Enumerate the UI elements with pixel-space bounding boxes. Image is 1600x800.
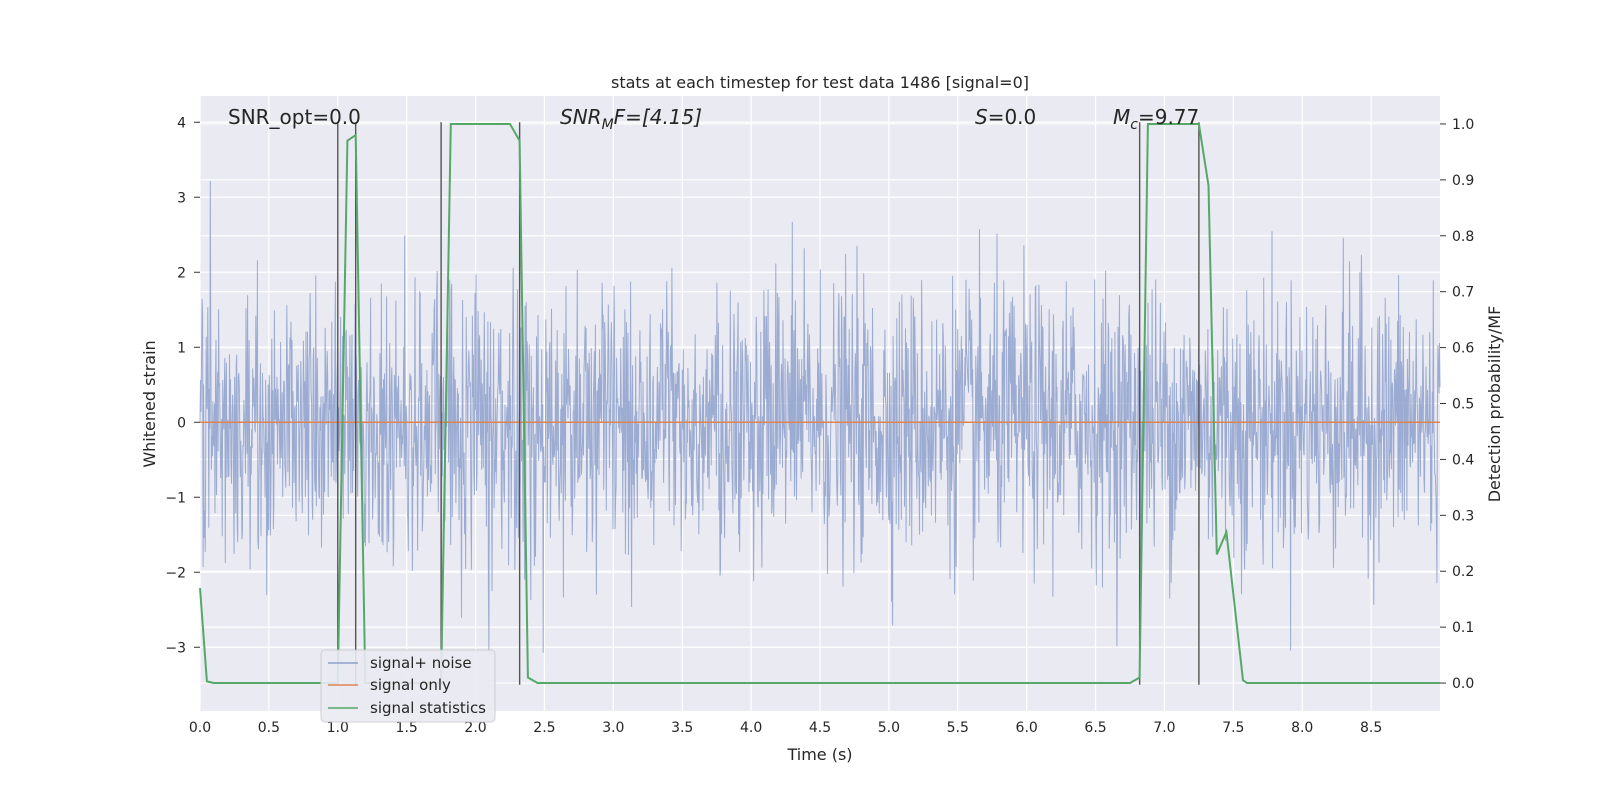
annotation-s: S=0.0 — [975, 105, 1036, 129]
signal-noise-line — [199, 180, 1441, 653]
x-tick-label: 8.0 — [1291, 720, 1313, 736]
y2-tick-label: 0.4 — [1452, 452, 1474, 468]
y-tick-label: 3 — [177, 190, 186, 206]
annotation-snr-opt: SNR_opt=0.0 — [228, 105, 361, 129]
annotation-mc: Mc=9.77 — [1113, 105, 1199, 133]
y-tick-label: 4 — [177, 115, 186, 131]
x-tick-label: 5.0 — [878, 720, 900, 736]
x-tick-label: 6.0 — [1016, 720, 1038, 736]
x-tick-label: 4.0 — [740, 720, 762, 736]
x-axis-label: Time (s) — [786, 745, 852, 764]
y2-tick-label: 0.7 — [1452, 285, 1474, 301]
x-tick-label: 5.5 — [947, 720, 969, 736]
x-tick-label: 7.0 — [1153, 720, 1175, 736]
x-tick-label: 8.5 — [1360, 720, 1382, 736]
y-tick-label: −1 — [165, 490, 186, 506]
x-tick-label: 1.0 — [327, 720, 349, 736]
y2-tick-label: 1.0 — [1452, 117, 1474, 133]
y2-tick-label: 0.8 — [1452, 229, 1474, 245]
x-tick-label: 2.5 — [533, 720, 555, 736]
y2-tick-labels: 1.0 0.9 0.8 0.7 0.6 0.5 0.4 0.3 0.2 0.1 0.0 — [1440, 117, 1474, 692]
y2-axis-label: Detection probability/MF — [1485, 306, 1504, 503]
x-tick-label: 0.0 — [189, 720, 211, 736]
y2-tick-label: 0.3 — [1452, 508, 1474, 524]
x-tick-label: 2.0 — [464, 720, 486, 736]
x-tick-label: 6.5 — [1084, 720, 1106, 736]
y2-tick-label: 0.9 — [1452, 173, 1474, 189]
x-tick-labels: 0.0 0.5 1.0 1.5 2.0 2.5 3.0 3.5 4.0 4.5 5.0 5.5 6.0 6… — [189, 720, 1382, 736]
signal-noise-series — [199, 180, 1441, 653]
y2-tick-label: 0.1 — [1452, 620, 1474, 636]
y-tick-label: 1 — [177, 340, 186, 356]
legend: signal+ noise signal only signal statist… — [320, 649, 496, 723]
legend-label-noise: signal+ noise — [370, 654, 472, 672]
y-tick-label: −3 — [165, 640, 186, 656]
x-tick-label: 7.5 — [1222, 720, 1244, 736]
signal-statistics-series — [199, 123, 1440, 684]
vertical-lines — [337, 122, 1200, 685]
chart-title: stats at each timestep for test data 148… — [611, 73, 1029, 92]
legend-label-statistics: signal statistics — [370, 699, 486, 717]
y2-tick-label: 0.0 — [1452, 676, 1474, 692]
y2-tick-label: 0.2 — [1452, 564, 1474, 580]
annotation-snr-mf: SNRMF=[4.15] — [560, 105, 702, 133]
y-tick-labels: 4 3 2 1 0 −1 −2 −3 — [165, 115, 200, 656]
x-tick-label: 3.0 — [602, 720, 624, 736]
x-tick-label: 0.5 — [258, 720, 280, 736]
x-tick-label: 3.5 — [671, 720, 693, 736]
y-tick-label: 2 — [177, 265, 186, 281]
x-tick-label: 1.5 — [396, 720, 418, 736]
legend-label-signal-only: signal only — [370, 676, 451, 694]
y2-tick-label: 0.5 — [1452, 397, 1474, 413]
x-tick-label: 4.5 — [809, 720, 831, 736]
y-tick-label: −2 — [165, 565, 186, 581]
y-axis-label: Whitened strain — [140, 340, 159, 467]
signal-statistics-line — [199, 123, 1440, 684]
y2-tick-label: 0.6 — [1452, 341, 1474, 357]
y-tick-label: 0 — [177, 415, 186, 431]
